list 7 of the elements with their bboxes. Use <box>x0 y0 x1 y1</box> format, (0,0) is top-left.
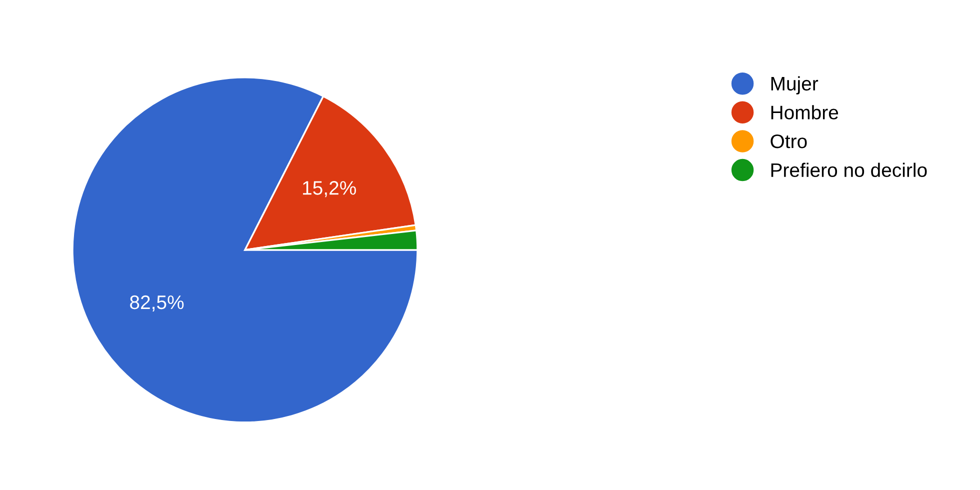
data-label: 15,2% <box>303 181 356 198</box>
legend-label: Otro <box>770 134 807 148</box>
pie-slice <box>72 76 418 424</box>
legend-label: Hombre <box>771 105 838 120</box>
legend-label: Prefiero no decirlo <box>771 162 927 178</box>
legend-label: Mujer <box>771 76 818 94</box>
data-label: 82,5% <box>130 295 184 312</box>
